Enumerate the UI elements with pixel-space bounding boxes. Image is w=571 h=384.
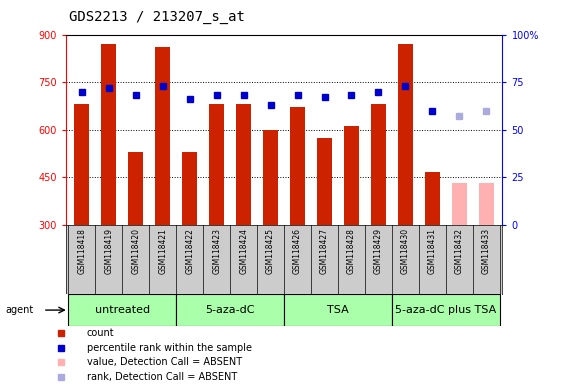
Bar [344, 126, 359, 225]
Bar [263, 130, 278, 225]
Text: GSM118423: GSM118423 [212, 228, 221, 274]
Text: rank, Detection Call = ABSENT: rank, Detection Call = ABSENT [87, 371, 237, 382]
Text: 5-aza-dC: 5-aza-dC [206, 305, 255, 315]
Text: GSM118428: GSM118428 [347, 228, 356, 274]
Text: GSM118430: GSM118430 [401, 228, 410, 274]
Text: TSA: TSA [327, 305, 349, 315]
Bar [236, 104, 251, 225]
Text: GSM118427: GSM118427 [320, 228, 329, 274]
Bar [284, 294, 392, 326]
Text: count: count [87, 328, 114, 338]
Bar [176, 294, 284, 326]
Bar [102, 44, 116, 225]
Text: GSM118421: GSM118421 [158, 228, 167, 274]
Text: GSM118432: GSM118432 [455, 228, 464, 274]
Bar [425, 172, 440, 225]
Text: GSM118424: GSM118424 [239, 228, 248, 274]
Text: GSM118426: GSM118426 [293, 228, 302, 274]
Text: GSM118429: GSM118429 [374, 228, 383, 274]
Text: GSM118433: GSM118433 [482, 228, 491, 274]
Text: GDS2213 / 213207_s_at: GDS2213 / 213207_s_at [69, 10, 244, 23]
Text: untreated: untreated [95, 305, 150, 315]
Bar [155, 47, 170, 225]
Text: GSM118420: GSM118420 [131, 228, 140, 274]
Bar [182, 152, 197, 225]
Text: agent: agent [6, 305, 34, 315]
Bar [398, 44, 413, 225]
Text: GSM118425: GSM118425 [266, 228, 275, 274]
Bar [209, 104, 224, 225]
Bar [128, 152, 143, 225]
Text: 5-aza-dC plus TSA: 5-aza-dC plus TSA [395, 305, 496, 315]
Text: GSM118419: GSM118419 [104, 228, 113, 274]
Bar [317, 137, 332, 225]
Bar [392, 294, 500, 326]
Text: value, Detection Call = ABSENT: value, Detection Call = ABSENT [87, 357, 242, 367]
Bar [290, 108, 305, 225]
Text: GSM118422: GSM118422 [185, 228, 194, 274]
Text: percentile rank within the sample: percentile rank within the sample [87, 343, 252, 353]
Text: GSM118431: GSM118431 [428, 228, 437, 274]
Bar [479, 184, 494, 225]
Bar [452, 184, 467, 225]
Bar [74, 104, 89, 225]
Bar [371, 104, 386, 225]
Bar [69, 294, 176, 326]
Text: GSM118418: GSM118418 [77, 228, 86, 274]
